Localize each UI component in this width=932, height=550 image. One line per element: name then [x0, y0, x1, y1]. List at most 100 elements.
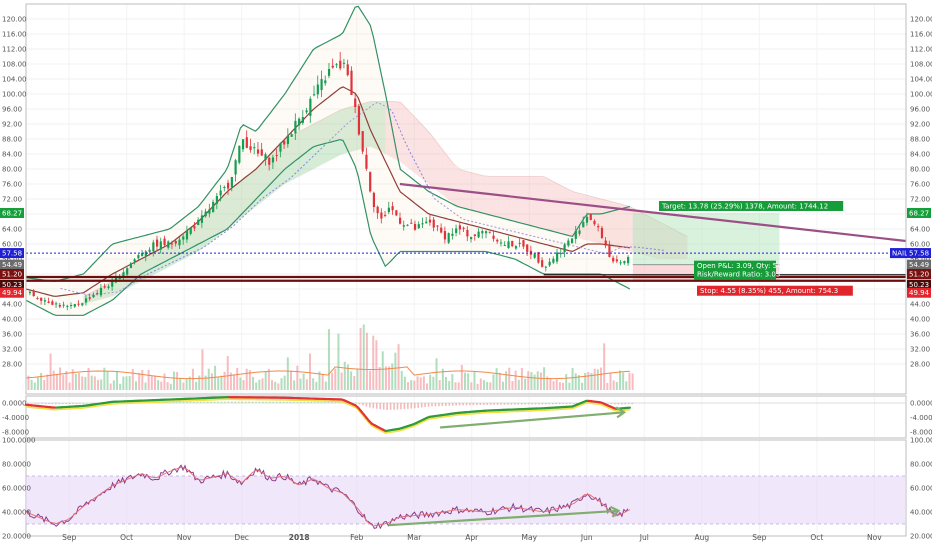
candle-body	[365, 154, 368, 169]
candle-body	[443, 231, 447, 240]
candle-body	[496, 239, 499, 242]
volume-bar	[277, 383, 280, 390]
macd-histogram-bar	[55, 403, 57, 405]
volume-bar	[410, 380, 413, 390]
volume-bar	[87, 367, 90, 390]
macd-histogram-bar	[617, 403, 620, 405]
candle-body	[327, 68, 331, 76]
volume-bar	[552, 381, 555, 390]
price-tag-box	[0, 279, 24, 290]
x-tick-label: Jul	[639, 533, 649, 542]
volume-bar	[141, 370, 144, 390]
candle-body	[380, 212, 383, 219]
candle-body	[148, 249, 151, 252]
macd-histogram-bar	[338, 402, 340, 403]
position-labels: Target: 13.78 (25.29%) 1378, Amount: 174…	[659, 200, 853, 296]
volume-bar	[558, 382, 561, 390]
volume-bar	[81, 376, 84, 390]
panel-border	[25, 3, 907, 395]
volume-bar	[315, 381, 318, 390]
macd-histogram-bar	[168, 402, 171, 403]
candle-body	[197, 219, 200, 225]
macd-histogram-bar	[317, 401, 319, 403]
cloud-segment	[642, 212, 648, 256]
macd-histogram-bar	[186, 401, 188, 403]
volume-bar	[524, 378, 527, 390]
volume-bar	[463, 372, 466, 390]
candle-body	[567, 240, 570, 246]
price-tick-label-right: 88.00	[910, 136, 930, 144]
volume-bar	[628, 372, 631, 390]
macd-histogram-bar	[431, 403, 433, 407]
volume-bar	[343, 361, 346, 390]
macd-histogram-bar	[241, 401, 243, 403]
candle-body	[275, 155, 278, 157]
price-tick-label-left: 88.00	[2, 136, 22, 144]
candle-body	[324, 80, 327, 84]
cloud-segment	[445, 154, 451, 202]
macd-histogram-bar	[493, 403, 495, 405]
candle-body	[189, 227, 192, 234]
macd-histogram-bar	[34, 403, 36, 404]
price-tag: 49.94	[907, 287, 931, 298]
macd-histogram-bar	[306, 401, 309, 403]
cloud-segment	[284, 136, 290, 184]
macd-histogram-bar	[451, 403, 454, 406]
volume-bar	[577, 375, 580, 390]
x-tick-label: Jun	[580, 533, 593, 542]
downtrend-line	[399, 182, 907, 243]
volume-bar	[618, 370, 621, 390]
candle-body	[212, 201, 215, 213]
candle-body	[84, 298, 88, 303]
rsi-ma-line	[25, 466, 631, 527]
x-tick-label: Sep	[62, 533, 76, 542]
macd-histogram-bar	[482, 403, 485, 405]
macd-histogram-bar	[455, 403, 457, 406]
volume-bar	[74, 373, 77, 390]
volume-bar	[346, 364, 349, 390]
rsi-tick-label-left: 60.0000	[2, 485, 31, 493]
volume-bar	[413, 380, 416, 390]
macd-histogram-bar	[527, 403, 530, 405]
candle-body	[331, 65, 334, 68]
price-tick-label-right: 92.00	[910, 121, 930, 129]
price-tick-label-left: 64.00	[2, 226, 22, 234]
macd-histogram-bar	[379, 403, 382, 410]
x-tick-label: Oct	[810, 533, 823, 542]
price-tag: 49.94	[0, 287, 24, 298]
cloud-segment	[350, 105, 356, 152]
volume-bar	[429, 374, 432, 390]
macd-histogram-bar	[334, 402, 337, 403]
price-tag: 51.20	[0, 269, 24, 279]
volume-bar	[501, 381, 504, 390]
volume-bar	[65, 370, 68, 390]
candle-body	[391, 206, 394, 211]
macd-histogram-bar	[496, 403, 499, 405]
volume-bar	[350, 371, 353, 390]
macd-histogram-bar	[265, 401, 268, 403]
x-tick-label: Nov	[867, 533, 882, 542]
macd-histogram-bar	[89, 403, 92, 404]
cloud-segment	[148, 252, 154, 278]
volume-bar	[571, 367, 574, 390]
candle-body	[36, 298, 39, 300]
candle-body	[376, 206, 379, 214]
candle-body	[271, 157, 275, 163]
rsi-arrow-head	[609, 505, 621, 518]
price-tick-label-right: 96.00	[910, 106, 930, 114]
candle-body	[152, 242, 155, 252]
macd-histogram-bar	[210, 401, 212, 403]
volume-bar	[299, 378, 302, 390]
price-tick-label-right: 72.00	[910, 196, 930, 204]
macd-histogram-bar	[237, 401, 240, 403]
volume-bar	[210, 373, 213, 390]
volume-bar	[391, 363, 394, 390]
volume-bar	[242, 380, 245, 390]
candle-body	[122, 272, 125, 278]
macd-histogram-bar	[82, 403, 85, 404]
macd-tick-label-left: -8.0000	[2, 429, 29, 437]
candle-body	[241, 139, 245, 150]
volume-bar	[233, 375, 236, 390]
price-tag-label: 50.23	[909, 281, 929, 289]
